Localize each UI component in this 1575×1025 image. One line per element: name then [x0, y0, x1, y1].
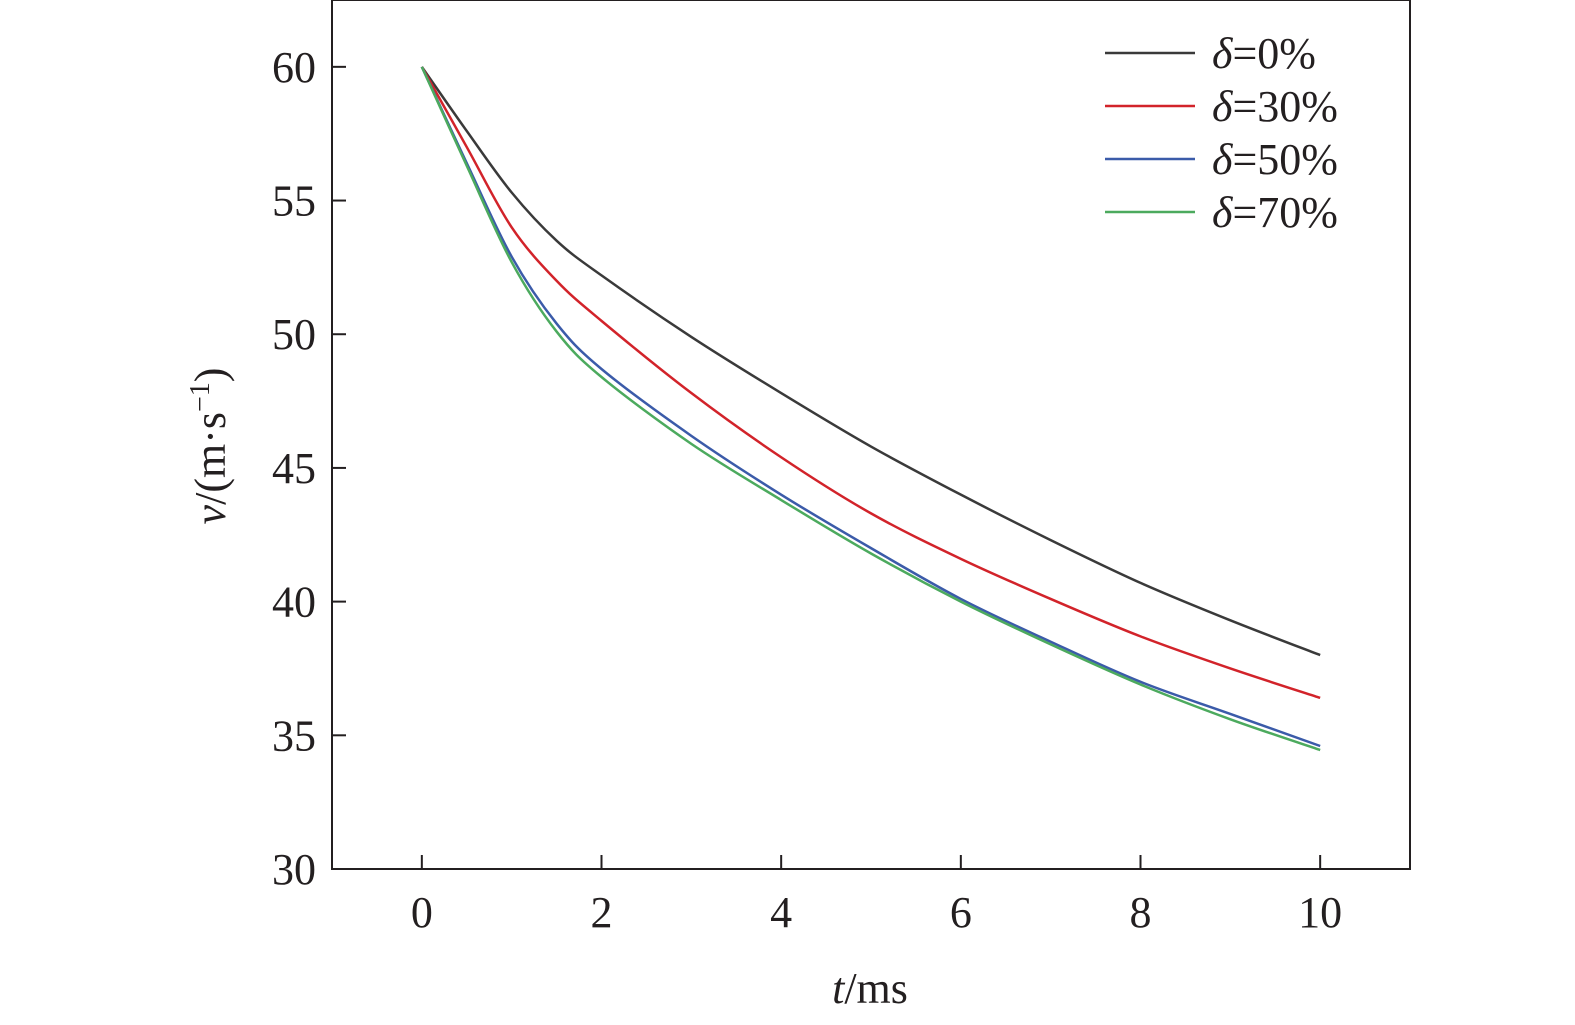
y-axis-unit-close: ) — [186, 368, 235, 383]
x-tick-label: 0 — [411, 888, 433, 937]
y-tick-label: 60 — [272, 43, 316, 92]
series-line-1 — [420, 66, 1321, 700]
x-axis-variable: t — [832, 964, 846, 1013]
y-tick-label: 35 — [272, 711, 316, 760]
y-tick-label: 40 — [272, 578, 316, 627]
plot-frame — [331, 0, 1411, 870]
x-tick-label: 10 — [1298, 888, 1342, 937]
x-tick-label: 2 — [591, 888, 613, 937]
series-line-0 — [420, 66, 1321, 657]
y-tick-label: 55 — [272, 177, 316, 226]
series-lines — [420, 66, 1321, 752]
x-axis-unit: /ms — [844, 964, 908, 1013]
y-tick-label: 50 — [272, 310, 316, 359]
plot-area-border — [331, 0, 1411, 870]
x-tick-label: 4 — [770, 888, 792, 937]
y-tick-label: 30 — [272, 845, 316, 894]
y-axis-unit: /(m·s — [186, 412, 235, 505]
x-axis-ticks: 0 2 4 6 8 10 — [411, 855, 1342, 937]
y-axis-title: v/(m·s−1) — [185, 368, 235, 525]
series-line-3 — [420, 66, 1321, 752]
legend-label-0: δ=0% — [1212, 29, 1316, 78]
series-line-2 — [420, 66, 1321, 748]
x-tick-label: 6 — [950, 888, 972, 937]
x-axis-title: t/ms — [832, 964, 908, 1013]
y-axis-ticks: 30 35 40 45 50 55 60 — [272, 43, 346, 894]
y-axis-variable: v — [186, 504, 235, 524]
legend-label-2: δ=50% — [1212, 135, 1338, 184]
legend-label-1: δ=30% — [1212, 82, 1338, 131]
y-axis-unit-exponent: −1 — [185, 382, 216, 412]
legend: δ=0%δ=30%δ=50%δ=70% — [1105, 29, 1338, 237]
x-tick-label: 8 — [1130, 888, 1152, 937]
y-tick-label: 45 — [272, 444, 316, 493]
legend-label-3: δ=70% — [1212, 188, 1338, 237]
